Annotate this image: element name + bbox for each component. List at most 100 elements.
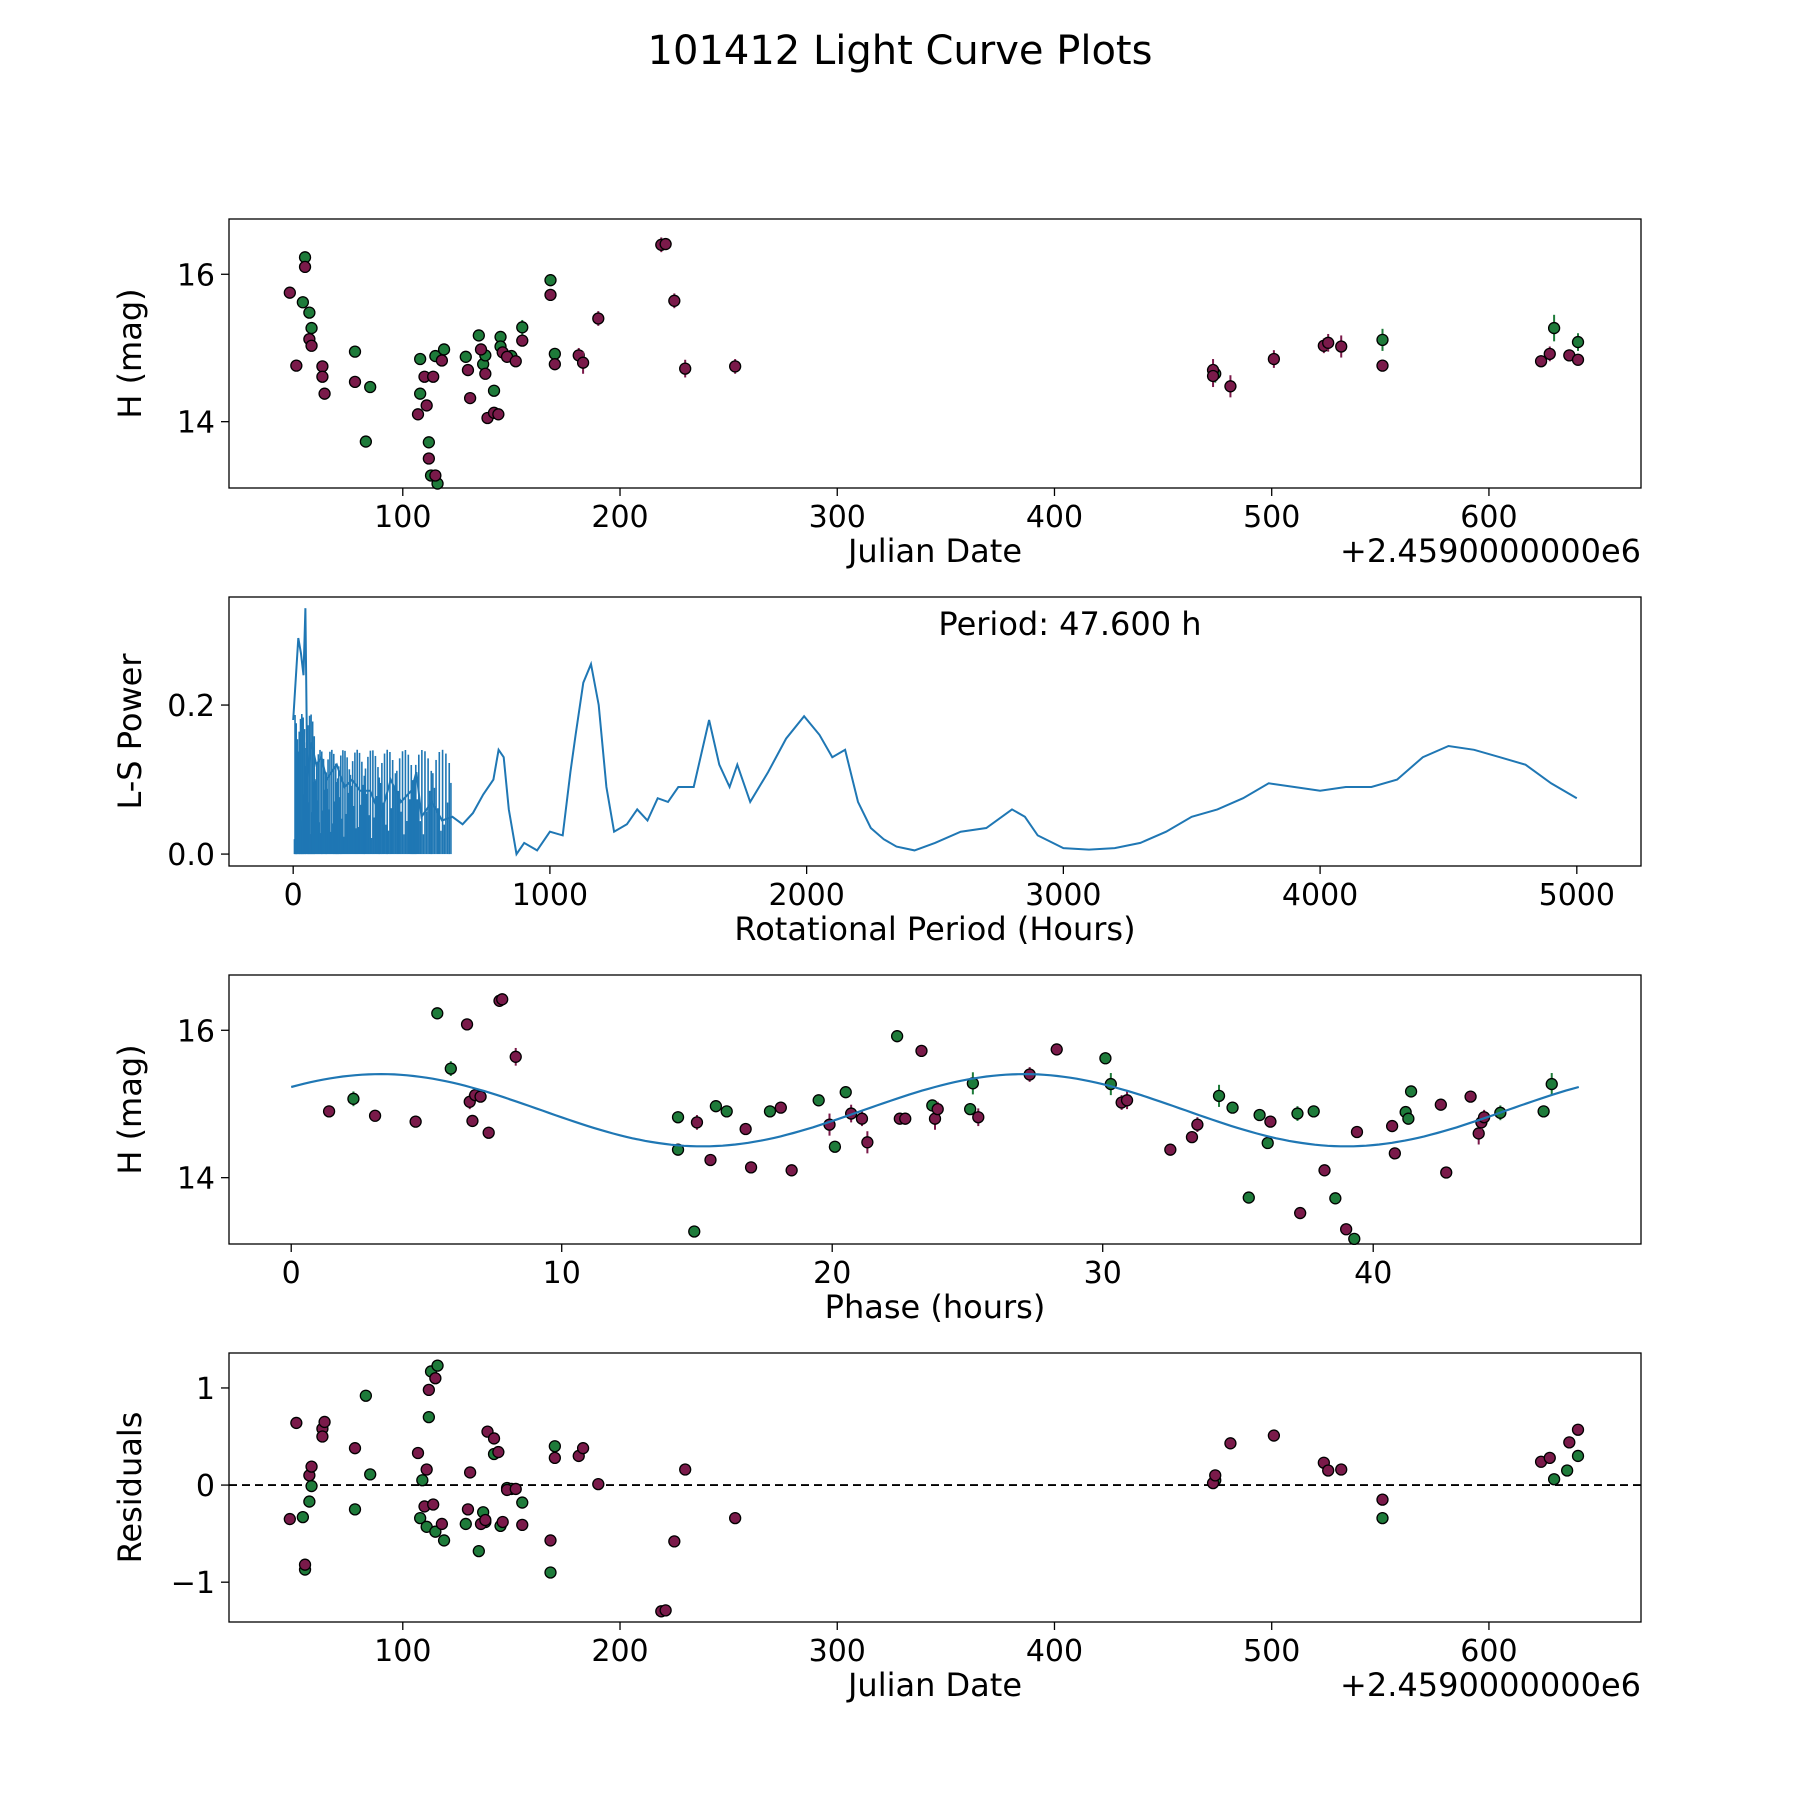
lc-point-purple xyxy=(516,334,529,347)
res-point-purple xyxy=(316,1430,329,1443)
phase-point-green xyxy=(720,1105,733,1118)
lc-point-purple xyxy=(509,355,522,368)
res-offset-label: +2.4590000000e6 xyxy=(1340,1666,1641,1704)
phase-point-green xyxy=(1545,1077,1558,1091)
phase-point-green xyxy=(828,1140,842,1153)
phase-ytick-label: 16 xyxy=(177,1014,215,1049)
lc-point-purple xyxy=(544,288,557,302)
phase-point-purple xyxy=(474,1090,487,1103)
lc-point-purple xyxy=(316,360,329,373)
res-point-green xyxy=(414,1511,427,1525)
figure-title: 101412 Light Curve Plots xyxy=(647,28,1153,74)
lc-point-purple xyxy=(463,391,477,405)
phase-point-purple xyxy=(972,1111,985,1124)
lc-point-purple xyxy=(318,387,331,400)
lc-point-green xyxy=(459,350,472,363)
lc-point-green xyxy=(1376,333,1389,347)
phase-point-green xyxy=(347,1092,360,1105)
phase-point-green xyxy=(1261,1136,1274,1150)
lc-point-purple xyxy=(576,356,590,369)
res-xlabel: Julian Date xyxy=(846,1666,1022,1704)
res-point-purple xyxy=(1209,1469,1222,1482)
phase-point-purple xyxy=(1185,1130,1199,1144)
ls-xtick-label: 2000 xyxy=(768,878,844,913)
res-xtick-label: 200 xyxy=(591,1634,648,1669)
phase-point-purple xyxy=(368,1109,382,1122)
res-point-green xyxy=(548,1440,561,1453)
res-point-purple xyxy=(492,1445,505,1459)
lc-point-purple xyxy=(1267,352,1281,366)
phase-point-green xyxy=(812,1094,825,1107)
phase-point-purple xyxy=(931,1102,944,1116)
lc-point-purple xyxy=(1335,340,1348,353)
res-point-green xyxy=(1376,1511,1389,1525)
res-point-purple xyxy=(487,1432,501,1445)
phase-point-purple xyxy=(1472,1127,1485,1140)
res-point-green xyxy=(422,1410,436,1424)
phase-point-purple xyxy=(496,993,509,1006)
ls-ylabel: L-S Power xyxy=(111,653,149,810)
lc-point-purple xyxy=(461,363,475,377)
phase-point-green xyxy=(1404,1085,1418,1098)
res-points xyxy=(283,1359,1585,1618)
ls-xtick-label: 4000 xyxy=(1282,878,1358,913)
phase-point-purple xyxy=(855,1112,869,1125)
lc-point-green xyxy=(544,274,557,287)
res-point-purple xyxy=(422,1383,436,1397)
ls-xtick-label: 5000 xyxy=(1539,878,1615,913)
phase-point-green xyxy=(890,1030,904,1043)
phase-point-purple xyxy=(1164,1143,1177,1156)
res-point-purple xyxy=(461,1503,475,1516)
lc-axes: 100 200 300 400 500 600 14 16 Julian Date H (mag)… xyxy=(111,218,1642,570)
res-point-purple xyxy=(305,1460,318,1473)
phase-point-purple xyxy=(774,1101,787,1114)
phase-point-green xyxy=(1253,1108,1266,1122)
lc-point-green xyxy=(422,436,436,449)
res-point-purple xyxy=(576,1442,590,1455)
phase-point-purple xyxy=(322,1105,336,1118)
ls-xlabel: Rotational Period (Hours) xyxy=(734,910,1135,948)
res-point-green xyxy=(429,1525,442,1538)
lc-point-green xyxy=(487,384,501,397)
phase-xtick-label: 40 xyxy=(1354,1256,1392,1291)
phase-point-green xyxy=(671,1111,685,1124)
phase-point-purple xyxy=(915,1044,928,1058)
phase-point-green xyxy=(1329,1192,1342,1205)
res-point-green xyxy=(1571,1449,1585,1463)
lc-ytick-label: 16 xyxy=(177,258,215,293)
phase-point-purple xyxy=(509,1050,522,1063)
lc-point-green xyxy=(364,380,377,394)
ls-frame xyxy=(228,596,1642,867)
res-point-purple xyxy=(1543,1451,1556,1465)
res-point-green xyxy=(1560,1464,1574,1477)
res-point-green xyxy=(544,1566,557,1579)
res-ylabel: Residuals xyxy=(111,1412,149,1564)
phase-point-green xyxy=(1242,1191,1255,1204)
res-point-purple xyxy=(659,1604,672,1617)
res-point-purple xyxy=(420,1463,433,1476)
phase-point-purple xyxy=(1340,1223,1353,1236)
res-ytick-label: 1 xyxy=(196,1372,215,1407)
phase-point-green xyxy=(709,1100,723,1113)
res-point-purple xyxy=(548,1451,561,1465)
res-point-purple xyxy=(1376,1493,1389,1506)
res-ytick-label: 0 xyxy=(196,1469,215,1504)
lc-point-purple xyxy=(1322,336,1335,349)
phase-point-purple xyxy=(785,1164,798,1177)
res-point-purple xyxy=(435,1517,449,1531)
ls-noise-band xyxy=(293,714,452,855)
res-point-purple xyxy=(348,1442,362,1455)
lc-point-purple xyxy=(435,354,449,367)
phase-ytick-label: 14 xyxy=(177,1162,215,1197)
res-point-purple xyxy=(509,1482,522,1496)
res-point-purple xyxy=(463,1466,477,1479)
res-point-purple xyxy=(668,1535,681,1548)
lc-point-purple xyxy=(592,312,605,325)
lc-point-purple xyxy=(305,339,318,352)
phase-point-green xyxy=(763,1105,777,1118)
phase-point-purple xyxy=(1464,1090,1477,1103)
phase-point-purple xyxy=(482,1126,495,1139)
phase-xtick-label: 0 xyxy=(282,1256,301,1291)
phase-point-green xyxy=(839,1086,852,1099)
